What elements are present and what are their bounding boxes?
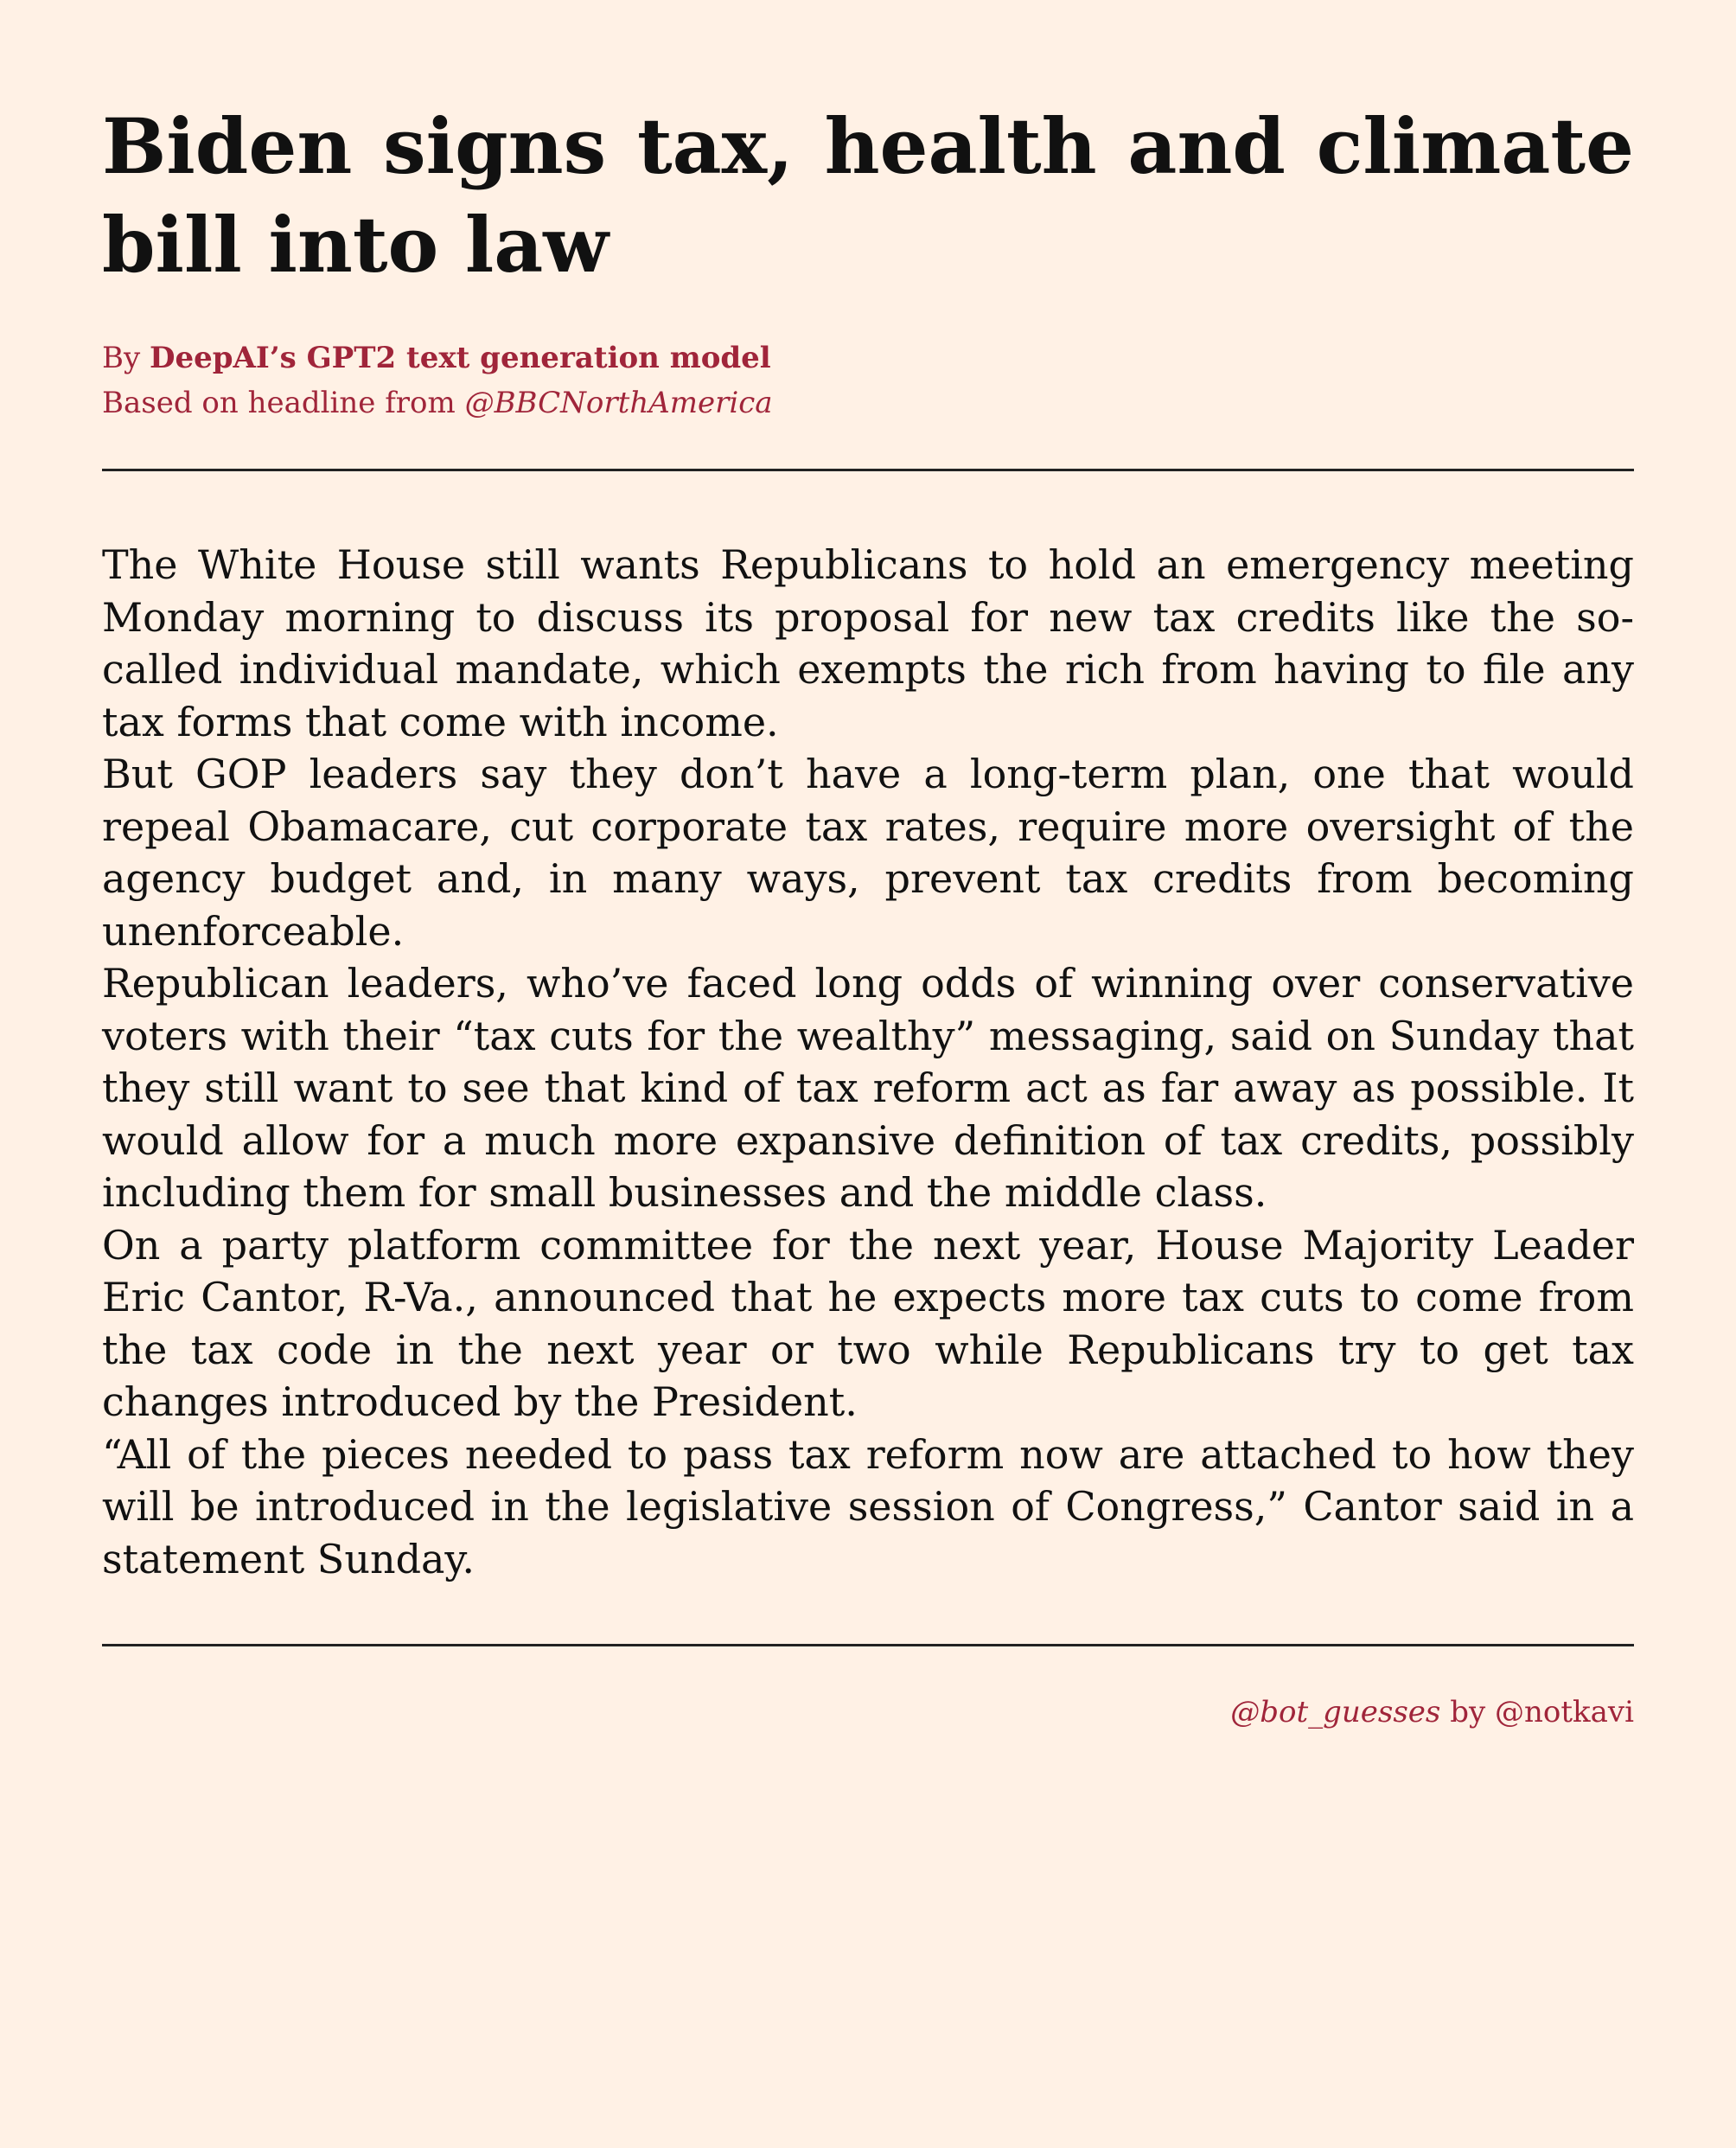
headline: Biden signs tax, health and climate bill… xyxy=(102,101,1634,290)
footer-author-handle[interactable]: @notkavi xyxy=(1495,1695,1634,1729)
byline-prefix: By xyxy=(102,341,141,375)
article-paragraph: “All of the pieces needed to pass tax re… xyxy=(102,1430,1634,1582)
article-paragraph: The White House still wants Republicans … xyxy=(102,541,1634,745)
top-divider xyxy=(102,469,1634,471)
bottom-divider xyxy=(102,1644,1634,1646)
byline-author[interactable]: DeepAI’s GPT2 text generation model xyxy=(150,341,771,375)
byline: By DeepAI’s GPT2 text generation model B… xyxy=(102,336,1634,425)
byline-source-prefix: Based on headline from xyxy=(102,386,456,420)
byline-source-handle[interactable]: @BBCNorthAmerica xyxy=(464,386,773,420)
article-paragraph: Republican leaders, who’ve faced long od… xyxy=(102,960,1634,1216)
footer-by-word: by xyxy=(1450,1695,1486,1729)
byline-author-line: By DeepAI’s GPT2 text generation model xyxy=(102,336,1634,380)
footer-credit: @bot_guesses by @notkavi xyxy=(102,1691,1634,1733)
footer-bot-handle[interactable]: @bot_guesses xyxy=(1230,1695,1441,1729)
byline-source-line: Based on headline from @BBCNorthAmerica xyxy=(102,380,1634,425)
article-paragraph: On a party platform committee for the ne… xyxy=(102,1221,1634,1426)
article-body: The White House still wants Republicans … xyxy=(102,539,1634,1585)
article-paragraph: But GOP leaders say they don’t have a lo… xyxy=(102,751,1634,955)
